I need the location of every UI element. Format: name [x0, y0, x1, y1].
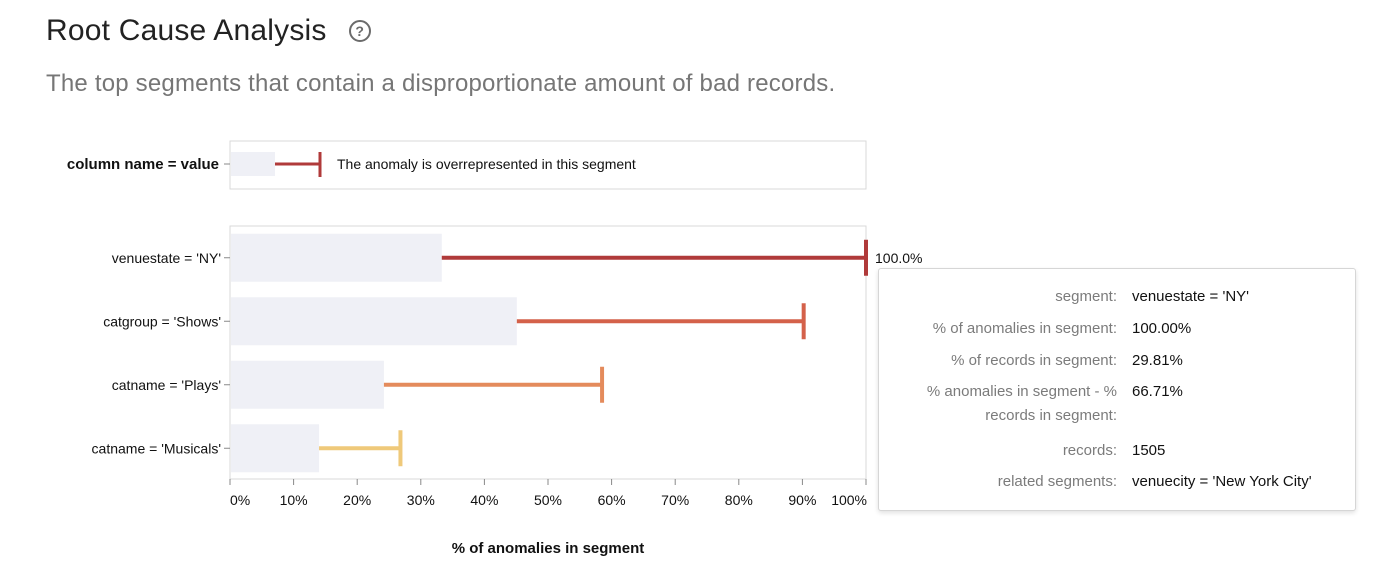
y-tick-label: catname = 'Plays': [112, 377, 221, 393]
tooltip-key: related segments:: [877, 470, 1117, 494]
x-axis-label: % of anomalies in segment: [452, 540, 645, 557]
legend-frame: [229, 140, 867, 190]
x-tick-label: 60%: [598, 492, 626, 508]
tooltip-value: venuestate = 'NY': [1132, 288, 1250, 305]
data-label: 100.0%: [875, 250, 922, 266]
tooltip-key: % of anomalies in segment:: [877, 317, 1117, 341]
tooltip-value: venuecity = 'New York City': [1132, 473, 1312, 490]
legend-description: The anomaly is overrepresented in this s…: [337, 156, 636, 172]
tooltip-key: segment:: [877, 285, 1117, 309]
tooltip-value: 29.81%: [1132, 352, 1183, 369]
help-icon[interactable]: ?: [348, 20, 371, 42]
segment-bar[interactable]: [231, 360, 384, 409]
title-row: Root Cause Analysis ?: [46, 14, 371, 48]
y-tick-label: catgroup = 'Shows': [103, 313, 221, 329]
tooltip-value: 66.71%: [1132, 383, 1183, 400]
x-axis: 0% 10% 20% 30% 40% 50% 60% 70% 80% 90% 100%: [229, 479, 867, 508]
x-tick-label: 20%: [343, 492, 371, 508]
x-tick-label: 80%: [725, 492, 753, 508]
legend-bar-swatch: [231, 152, 275, 176]
legend: column name = value The anomaly is overr…: [67, 140, 867, 190]
segment-tooltip: segment: venuestate = 'NY' % of anomalies …: [878, 268, 1356, 511]
y-tick-label: venuestate = 'NY': [112, 250, 221, 266]
bars-layer: 100.0%: [231, 233, 922, 473]
segment-bar[interactable]: [231, 424, 320, 473]
x-tick-label: 0%: [230, 492, 250, 508]
tooltip-key-line: % of records in segment:: [951, 352, 1117, 369]
segment-bar[interactable]: [231, 233, 442, 282]
tooltip-value: 100.00%: [1132, 320, 1192, 337]
page-subtitle: The top segments that contain a dispropo…: [46, 70, 836, 97]
x-tick-label: 40%: [470, 492, 498, 508]
tooltip-key-line: records:: [1062, 442, 1117, 459]
tooltip-key-line: % of anomalies in segment:: [932, 320, 1117, 337]
tooltip-key-line: records in segment:: [985, 407, 1117, 424]
tooltip-key-line: related segments:: [997, 473, 1117, 490]
page-title: Root Cause Analysis: [46, 14, 327, 47]
x-tick-label: 100%: [831, 492, 867, 508]
tooltip-key: records:: [877, 439, 1117, 463]
x-tick-label: 30%: [407, 492, 435, 508]
segment-bar[interactable]: [231, 297, 517, 346]
x-tick-label: 90%: [788, 492, 816, 508]
x-tick-label: 70%: [661, 492, 689, 508]
y-tick-label: catname = 'Musicals': [92, 440, 221, 456]
tooltip-key: % anomalies in segment - % records in seg…: [877, 380, 1117, 428]
tooltip-value: 1505: [1132, 442, 1166, 459]
legend-label: column name = value: [67, 156, 219, 173]
y-axis: venuestate = 'NY' catgroup = 'Shows' catna…: [92, 250, 230, 456]
x-tick-label: 50%: [534, 492, 562, 508]
tooltip-key-line: segment:: [1055, 288, 1117, 305]
tooltip-key: % of records in segment:: [877, 349, 1117, 373]
x-tick-label: 10%: [280, 492, 308, 508]
tooltip-key-line: % anomalies in segment - %: [926, 383, 1117, 400]
